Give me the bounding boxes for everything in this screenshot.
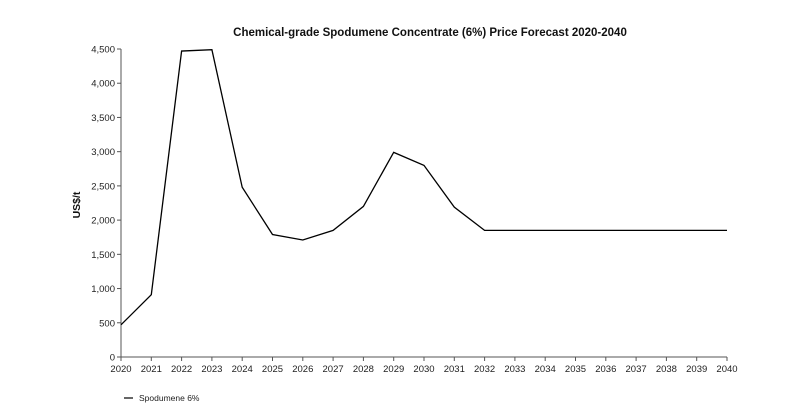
x-tick-label: 2026 [292,364,313,375]
y-tick-label: 4,000 [91,79,115,90]
x-tick-label: 2038 [656,364,677,375]
data-point [514,229,516,231]
x-tick-label: 2030 [413,364,434,375]
x-tick-label: 2039 [686,364,707,375]
x-tick-label: 2032 [474,364,495,375]
data-point [726,229,728,231]
y-tick-label: 3,000 [91,147,115,158]
data-point [635,229,637,231]
y-tick-label: 2,500 [91,181,115,192]
data-point [696,229,698,231]
x-tick-label: 2021 [141,364,162,375]
data-point [241,186,243,188]
data-point [665,229,667,231]
data-point [302,239,304,241]
data-point [574,229,576,231]
data-point [483,229,485,231]
data-point [211,48,213,50]
x-tick-label: 2033 [504,364,525,375]
data-point [393,151,395,153]
y-axis-label: US$/t [71,191,83,218]
data-point [332,229,334,231]
x-tick-label: 2025 [262,364,283,375]
data-point [544,229,546,231]
data-point [271,233,273,235]
x-tick-label: 2022 [171,364,192,375]
x-tick-label: 2031 [444,364,465,375]
x-tick-label: 2037 [626,364,647,375]
data-point [423,164,425,166]
x-tick-label: 2035 [565,364,586,375]
x-tick-label: 2040 [716,364,737,375]
x-tick-label: 2020 [110,364,131,375]
x-tick-label: 2028 [353,364,374,375]
data-point [150,294,152,296]
series-line-spodumene-6 [120,49,727,326]
y-tick-label: 1,500 [91,250,115,261]
y-tick-label: 4,500 [91,45,115,56]
y-tick-label: 1,000 [91,284,115,295]
data-point [180,50,182,52]
y-tick-label: 0 [110,353,115,364]
x-tick-label: 2036 [595,364,616,375]
y-tick-label: 3,500 [91,113,115,124]
data-point [120,324,122,326]
y-tick-label: 500 [99,318,115,329]
x-tick-label: 2034 [535,364,556,375]
x-tick-label: 2024 [232,364,253,375]
y-tick-label: 2,000 [91,216,115,227]
chart-title: Chemical-grade Spodumene Concentrate (6%… [233,27,627,39]
x-tick-label: 2029 [383,364,404,375]
legend: Spodumene 6% [124,393,200,403]
data-point [453,206,455,208]
data-point [362,205,364,207]
legend-label: Spodumene 6% [139,393,200,403]
x-tick-label: 2023 [201,364,222,375]
data-point [605,229,607,231]
x-tick-label: 2027 [323,364,344,375]
